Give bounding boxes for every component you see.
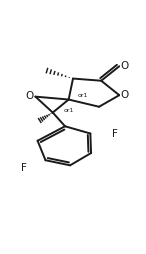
Text: F: F <box>21 163 27 173</box>
Text: O: O <box>121 90 129 100</box>
Text: O: O <box>26 91 34 101</box>
Text: O: O <box>121 61 129 71</box>
Text: or1: or1 <box>78 93 88 98</box>
Text: F: F <box>112 129 118 138</box>
Text: or1: or1 <box>64 108 74 113</box>
